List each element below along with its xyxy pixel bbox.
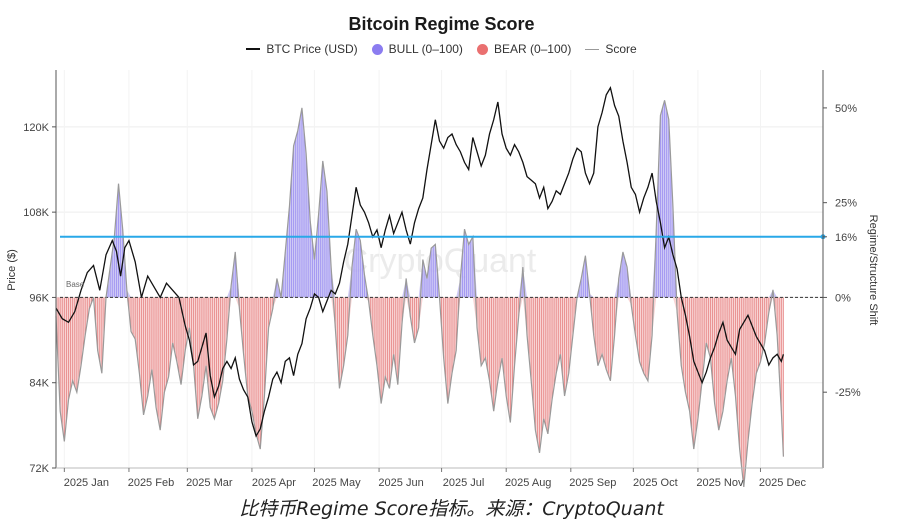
y-tick-label: 72K xyxy=(29,463,49,475)
score-line-layer xyxy=(55,100,784,488)
legend-bear-dot-icon xyxy=(476,43,488,55)
y2-tick-label: 50% xyxy=(835,103,857,115)
price-series-line xyxy=(55,86,785,438)
figure-caption: 比特币Regime Score指标。来源：CryptoQuant xyxy=(239,498,664,520)
x-tick-label: 2025 Jun xyxy=(378,477,423,489)
legend-price-label: BTC Price (USD) xyxy=(266,42,358,56)
x-tick-label: 2025 Feb xyxy=(128,477,174,489)
legend-bull-dot-icon xyxy=(371,43,383,55)
score-series-line xyxy=(55,100,784,488)
x-tick-label: 2025 Aug xyxy=(505,477,552,489)
x-tick-label: 2025 Nov xyxy=(696,477,744,489)
legend-bear-label: BEAR (0–100) xyxy=(493,42,572,56)
threshold-layer xyxy=(60,234,826,240)
y-tick-label: 108K xyxy=(23,207,49,219)
x-tick-label: 2025 Sep xyxy=(569,477,616,489)
watermark: CryptoQuant xyxy=(344,242,537,280)
y2-tick-label: 0% xyxy=(835,292,851,304)
y2-axis-title: Regime/Structure Shift xyxy=(867,215,879,326)
chart-title: Bitcoin Regime Score xyxy=(348,14,535,34)
legend-score-line-icon xyxy=(585,48,600,50)
y-tick-label: 84K xyxy=(29,378,49,390)
x-tick-label: 2025 Jul xyxy=(443,477,485,489)
x-tick-label: 2025 May xyxy=(312,477,361,489)
x-tick-label: 2025 Apr xyxy=(252,477,296,489)
score-bars-layer xyxy=(55,100,784,487)
score-fill-layer xyxy=(56,100,784,487)
legend-price-line-icon xyxy=(246,48,261,50)
chart-legend: BTC Price (USD) BULL (0–100) BEAR (0–100… xyxy=(0,42,883,56)
bear-area xyxy=(56,297,784,487)
y-tick-label: 96K xyxy=(29,292,49,304)
legend-item-bull[interactable]: BULL (0–100) xyxy=(371,42,463,56)
ticks-layer: 72K 84K 96K 108K 120K 50% 25% 16% 0% -25% 2025 Jan… xyxy=(23,103,861,489)
legend-score-label: Score xyxy=(605,42,637,56)
base-label: Base xyxy=(66,280,85,289)
axes-layer xyxy=(55,70,824,469)
legend-item-bear[interactable]: BEAR (0–100) xyxy=(476,42,572,56)
y2-tick-label: -25% xyxy=(835,387,861,399)
x-tick-label: 2025 Mar xyxy=(186,477,233,489)
y2-tick-label: 16% xyxy=(835,232,857,244)
x-tick-label: 2025 Jan xyxy=(64,477,109,489)
legend-bull-label: BULL (0–100) xyxy=(388,42,463,56)
x-tick-label: 2025 Oct xyxy=(633,477,678,489)
y2-tick-label: 25% xyxy=(835,198,857,210)
y-axis-title: Price ($) xyxy=(6,249,18,291)
x-tick-label: 2025 Dec xyxy=(759,477,807,489)
legend-item-score[interactable]: Score xyxy=(585,42,637,56)
legend-item-price[interactable]: BTC Price (USD) xyxy=(246,42,358,56)
price-line-layer xyxy=(55,86,785,438)
chart-plot: CryptoQuant 72K 84K 96K 108K 120K 50% 25% 16% 0%… xyxy=(6,70,879,489)
y-tick-label: 120K xyxy=(23,122,49,134)
